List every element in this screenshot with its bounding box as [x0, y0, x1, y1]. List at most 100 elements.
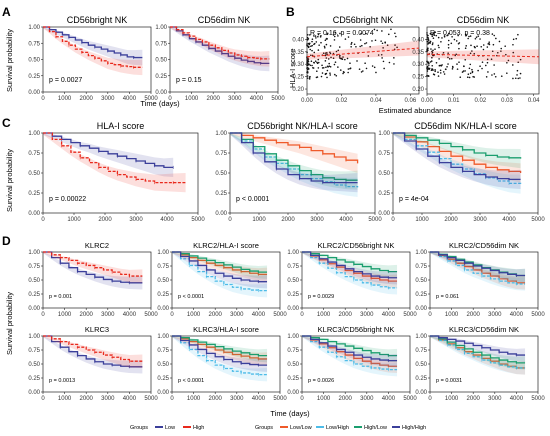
- x-tick-label: 2000: [207, 96, 221, 102]
- scatter-point: [519, 58, 522, 61]
- y-tick-label: 0.20: [412, 87, 424, 93]
- charts-layer: CD56bright NK0 1000 2000 3000 4000 50000.000.…: [28, 15, 545, 402]
- scatter-point: [316, 70, 318, 73]
- p-value: p = 0.001: [49, 294, 72, 300]
- scatter-point: [455, 53, 458, 56]
- scatter-point: [306, 36, 309, 39]
- band-high-low: [172, 252, 268, 279]
- scatter-point: [353, 43, 356, 46]
- scatter-point: [457, 42, 460, 45]
- scatter-point: [512, 51, 515, 54]
- scatter-point: [337, 49, 340, 52]
- y-tick-label: 0.50: [28, 362, 40, 368]
- y-tick-label: 0.75: [415, 264, 427, 270]
- band-high-high: [172, 252, 268, 289]
- x-tick-label: 4000: [510, 396, 524, 402]
- fit-band: [307, 40, 419, 60]
- scatter-point: [310, 45, 312, 48]
- scatter-point: [432, 69, 434, 71]
- x-tick-label: 3000: [230, 396, 244, 402]
- x-tick-label: 1000: [317, 396, 331, 402]
- scatter-point: [446, 66, 448, 68]
- scatter-point: [491, 33, 494, 35]
- fit-band: [427, 49, 539, 65]
- scatter-point: [504, 45, 506, 47]
- scatter-point: [428, 67, 431, 70]
- band-low-high: [230, 133, 358, 197]
- y-tick-label: 0.00: [28, 90, 40, 96]
- y-tick-label: 0.75: [28, 151, 40, 157]
- x-tick-label: 0.04: [370, 98, 382, 104]
- scatter-point: [350, 41, 353, 44]
- scatter-point: [433, 33, 435, 35]
- scatter-point: [443, 35, 446, 37]
- scatter-point: [396, 46, 398, 49]
- scatter-point: [339, 69, 342, 71]
- scatter-point: [471, 71, 474, 74]
- legend-label-low: Low: [165, 425, 175, 431]
- y-tick-label: 0.25: [287, 292, 299, 298]
- scatter-point: [447, 32, 450, 35]
- scatter-point: [512, 43, 514, 46]
- y-tick-label: 0.50: [157, 362, 169, 368]
- correlation-annotation: R = 0.053, p = 0.38: [430, 30, 490, 37]
- y-tick-label: 0.50: [28, 278, 40, 284]
- b-ylabel: HLA-I score: [288, 48, 297, 88]
- y-tick-label: 0.30: [412, 62, 424, 68]
- y-tick-label: 0.50: [378, 171, 390, 177]
- y-tick-label: 0.50: [415, 278, 427, 284]
- scatter-point: [371, 65, 374, 67]
- scatter-point: [463, 65, 465, 67]
- x-tick-label: 1000: [445, 312, 459, 318]
- scatter-point: [438, 58, 440, 60]
- x-tick-label: 5000: [273, 312, 287, 318]
- y-tick-label: 1.00: [28, 334, 40, 340]
- band-low-low: [230, 133, 358, 173]
- y-tick-label: 0.50: [415, 362, 427, 368]
- y-tick-label: 0.75: [28, 348, 40, 354]
- scatter-point: [432, 37, 435, 39]
- scatter-point: [429, 61, 432, 63]
- scatter-point: [394, 32, 396, 35]
- y-tick-label: 0.25: [28, 292, 40, 298]
- chart-title: KLRC2/CD56dim NK: [449, 241, 519, 250]
- x-tick-label: 5000: [531, 217, 545, 223]
- x-tick-label: 2000: [467, 396, 481, 402]
- scatter-point: [317, 35, 319, 38]
- scatter-point: [447, 52, 449, 54]
- scatter-point: [474, 46, 476, 49]
- scatter-point: [464, 58, 467, 61]
- scatter-point: [318, 44, 320, 46]
- scatter-point: [428, 41, 431, 44]
- scatter-point: [344, 58, 346, 61]
- scatter-point: [484, 64, 487, 67]
- scatter-point: [470, 44, 472, 47]
- scatter-point: [439, 64, 441, 67]
- chart-d6: KLRC3/HLA-I score 0 1000 2000 3000 4000 5000 0.…: [157, 325, 287, 402]
- x-tick-label: 5000: [368, 217, 382, 223]
- scatter-point: [317, 33, 320, 36]
- scatter-point: [438, 46, 440, 49]
- chart-a2: CD56dim NK 0 1000 2000 3000 4000 5000 0.00 0.25 0…: [155, 15, 285, 102]
- p-value: p < 0.0001: [178, 294, 204, 300]
- x-tick-label: 2000: [80, 96, 94, 102]
- scatter-point: [382, 47, 384, 49]
- x-tick-label: 1000: [187, 312, 201, 318]
- scatter-point: [498, 40, 501, 43]
- scatter-point: [306, 71, 309, 74]
- scatter-point: [308, 42, 311, 45]
- scatter-point: [519, 72, 522, 75]
- scatter-point: [473, 52, 476, 55]
- scatter-point: [356, 60, 358, 62]
- scatter-point: [428, 62, 430, 65]
- x-tick-label: 4000: [382, 312, 396, 318]
- scatter-point: [383, 67, 385, 70]
- scatter-point: [494, 75, 497, 78]
- chart-title: CD56bright NK: [67, 15, 128, 25]
- scatter-point: [323, 45, 326, 48]
- scatter-point: [306, 58, 309, 60]
- scatter-point: [432, 49, 434, 52]
- scatter-point: [475, 36, 478, 38]
- scatter-point: [434, 69, 436, 71]
